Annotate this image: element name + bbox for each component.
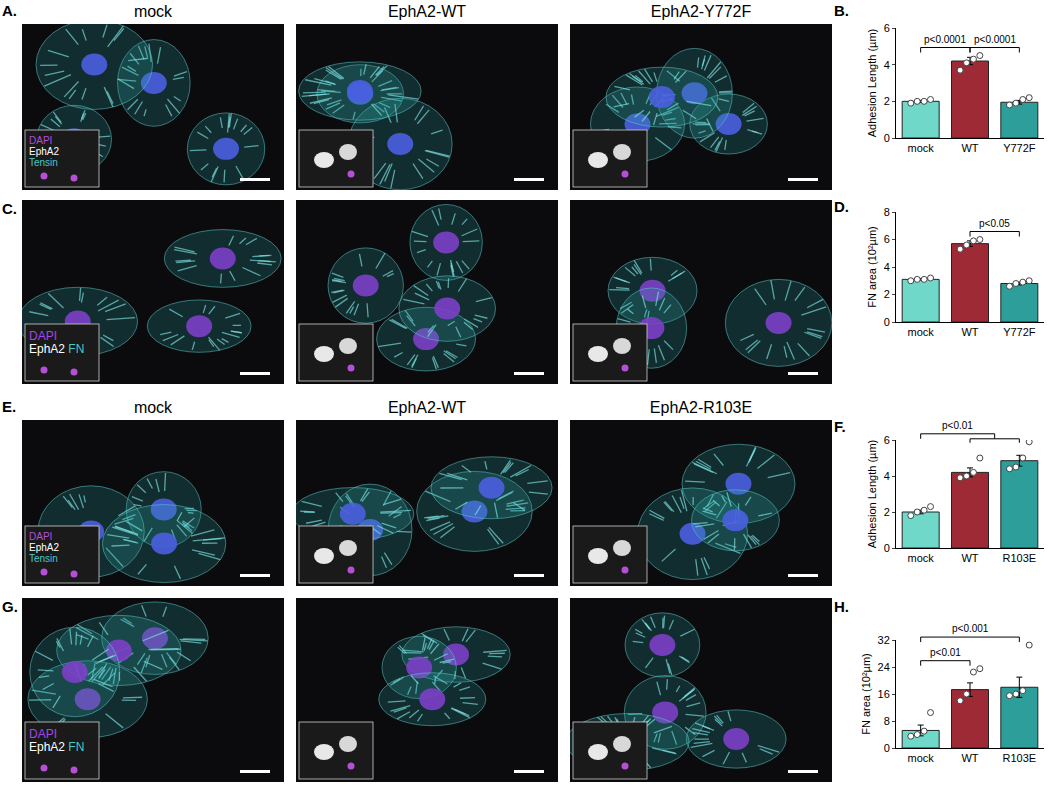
html-text:EphA2-Y772F: EphA2-Y772F bbox=[650, 3, 752, 20]
html-text:A.: A. bbox=[2, 2, 17, 19]
svg-text:DAPI: DAPI bbox=[29, 135, 52, 146]
svg-text:2: 2 bbox=[884, 95, 890, 107]
svg-text:WT: WT bbox=[961, 142, 978, 154]
svg-text:8: 8 bbox=[884, 206, 890, 218]
html-text:E.: E. bbox=[2, 398, 17, 415]
svg-text:Y772F: Y772F bbox=[1003, 142, 1036, 154]
svg-text:WT: WT bbox=[961, 752, 978, 764]
svg-text:p<0.01: p<0.01 bbox=[930, 647, 961, 658]
svg-text:R103E: R103E bbox=[1003, 752, 1037, 764]
svg-text:Tensin: Tensin bbox=[29, 157, 58, 168]
svg-text:EphA2 FN: EphA2 FN bbox=[29, 740, 84, 754]
svg-text:4: 4 bbox=[884, 470, 890, 482]
svg-text:DAPI: DAPI bbox=[29, 329, 57, 343]
svg-text:p<0.01: p<0.01 bbox=[942, 420, 973, 431]
html-text:H.: H. bbox=[834, 598, 849, 615]
svg-text:p<0.0001: p<0.0001 bbox=[924, 34, 966, 45]
html-text:C.: C. bbox=[2, 200, 17, 217]
svg-text:p<0.05: p<0.05 bbox=[979, 218, 1010, 229]
html-text:EphA2-WT: EphA2-WT bbox=[387, 3, 467, 20]
svg-text:FN area (10²µm): FN area (10²µm) bbox=[866, 226, 878, 308]
svg-text:EphA2: EphA2 bbox=[29, 146, 59, 157]
svg-text:0: 0 bbox=[884, 742, 890, 754]
svg-text:p<0.0001: p<0.0001 bbox=[974, 34, 1016, 45]
html-text:D.: D. bbox=[834, 198, 849, 215]
svg-text:4: 4 bbox=[884, 261, 890, 273]
svg-text:R103E: R103E bbox=[1003, 552, 1037, 564]
svg-text:DAPI: DAPI bbox=[29, 727, 57, 741]
svg-text:24: 24 bbox=[878, 661, 890, 673]
svg-text:EphA2: EphA2 bbox=[29, 542, 59, 553]
html-text:EphA2-WT: EphA2-WT bbox=[387, 399, 467, 416]
svg-text:6: 6 bbox=[884, 233, 890, 245]
svg-text:8: 8 bbox=[884, 715, 890, 727]
html-text:EphA2-R103E: EphA2-R103E bbox=[649, 399, 753, 416]
svg-text:WT: WT bbox=[961, 326, 978, 338]
svg-text:p<0.001: p<0.001 bbox=[952, 623, 989, 634]
svg-text:16: 16 bbox=[878, 688, 890, 700]
svg-text:6: 6 bbox=[884, 434, 890, 446]
svg-text:0: 0 bbox=[884, 132, 890, 144]
svg-text:DAPI: DAPI bbox=[29, 531, 52, 542]
svg-text:Adhesion Length (µm): Adhesion Length (µm) bbox=[866, 29, 878, 137]
svg-text:mock: mock bbox=[908, 552, 935, 564]
svg-text:Adhesion Length (µm): Adhesion Length (µm) bbox=[866, 440, 878, 548]
svg-text:EphA2 FN: EphA2 FN bbox=[29, 342, 84, 356]
svg-text:0: 0 bbox=[884, 542, 890, 554]
svg-text:FN area (10²µm): FN area (10²µm) bbox=[860, 653, 872, 735]
html-text:F.: F. bbox=[834, 418, 846, 435]
svg-text:mock: mock bbox=[908, 326, 935, 338]
svg-text:Tensin: Tensin bbox=[29, 553, 58, 564]
svg-text:mock: mock bbox=[908, 142, 935, 154]
html-text:mock: mock bbox=[133, 399, 173, 416]
html-text:mock: mock bbox=[133, 3, 173, 20]
svg-text:6: 6 bbox=[884, 22, 890, 34]
svg-text:Y772F: Y772F bbox=[1003, 326, 1036, 338]
svg-text:32: 32 bbox=[878, 634, 890, 646]
svg-text:2: 2 bbox=[884, 506, 890, 518]
html-text:G.: G. bbox=[2, 598, 18, 615]
svg-text:0: 0 bbox=[884, 316, 890, 328]
html-text:B.: B. bbox=[834, 2, 849, 19]
svg-text:2: 2 bbox=[884, 288, 890, 300]
svg-text:4: 4 bbox=[884, 59, 890, 71]
svg-text:mock: mock bbox=[908, 752, 935, 764]
svg-text:WT: WT bbox=[961, 552, 978, 564]
